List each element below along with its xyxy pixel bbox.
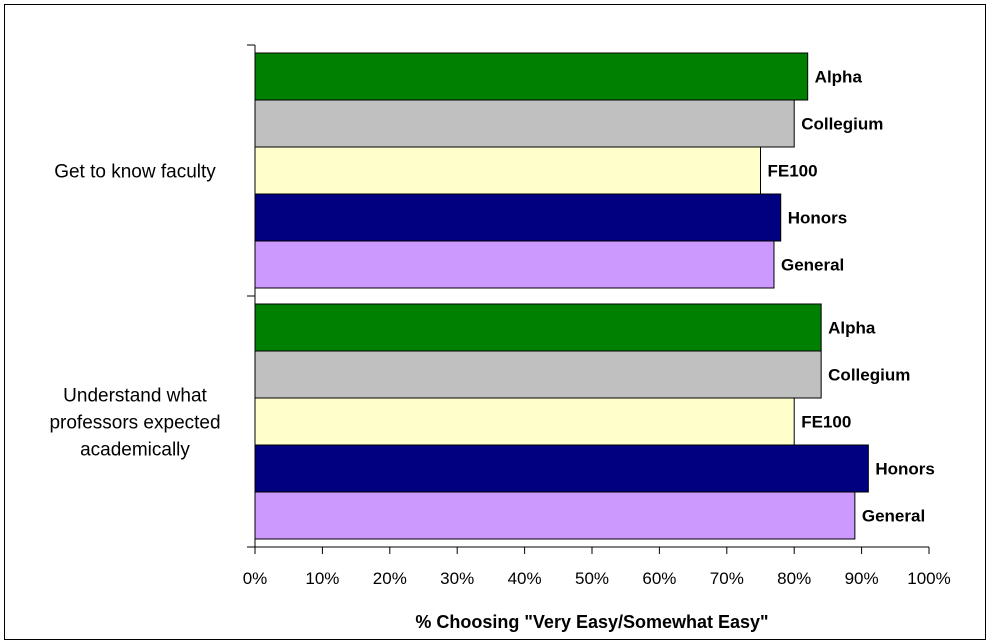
bar-general-2 [254, 491, 856, 540]
bar-alpha-1 [254, 52, 809, 101]
x-tick-label-9: 90% [845, 569, 879, 588]
bar-label-fe100-2: FE100 [801, 413, 851, 432]
bar-label-fe100-1: FE100 [768, 162, 818, 181]
x-tick-label-7: 70% [710, 569, 744, 588]
x-tick-label-5: 50% [575, 569, 609, 588]
category-label-2-line-2: professors expected [49, 413, 220, 434]
bar-collegium-1 [254, 99, 795, 148]
x-tick-label-8: 80% [777, 569, 811, 588]
bar-label-collegium-1: Collegium [801, 115, 883, 134]
axes-group: Get to know faculty Understand what profes… [49, 44, 951, 588]
bar-honors-1 [254, 193, 782, 242]
x-tick-label-10: 100% [907, 569, 950, 588]
x-tick-label-1: 10% [305, 569, 339, 588]
bar-label-general-2: General [862, 507, 925, 526]
bar-fe100-2 [254, 397, 795, 446]
bar-fe100-1 [254, 146, 761, 195]
category-label-1-line-1: Get to know faculty [54, 162, 216, 183]
category-label-2-line-1: Understand what [63, 386, 207, 407]
x-tick-label-0: 0% [243, 569, 268, 588]
bar-label-alpha-1: Alpha [815, 68, 863, 87]
bar-collegium-2 [254, 350, 822, 399]
x-tick-label-4: 40% [508, 569, 542, 588]
bar-general-1 [254, 240, 775, 289]
bar-label-honors-2: Honors [875, 460, 935, 479]
bar-label-collegium-2: Collegium [828, 366, 910, 385]
bar-label-general-1: General [781, 256, 844, 275]
bar-label-alpha-2: Alpha [828, 319, 876, 338]
x-axis-title: % Choosing "Very Easy/Somewhat Easy" [415, 612, 768, 632]
bars-group: Alpha Collegium FE100 Honors General Alpha Col… [254, 52, 935, 540]
x-tick-label-3: 30% [440, 569, 474, 588]
x-tick-label-2: 20% [373, 569, 407, 588]
category-label-2-line-3: academically [80, 440, 190, 461]
bar-alpha-2 [254, 303, 822, 352]
bar-honors-2 [254, 444, 869, 493]
bar-label-honors-1: Honors [788, 209, 848, 228]
x-tick-label-6: 60% [642, 569, 676, 588]
